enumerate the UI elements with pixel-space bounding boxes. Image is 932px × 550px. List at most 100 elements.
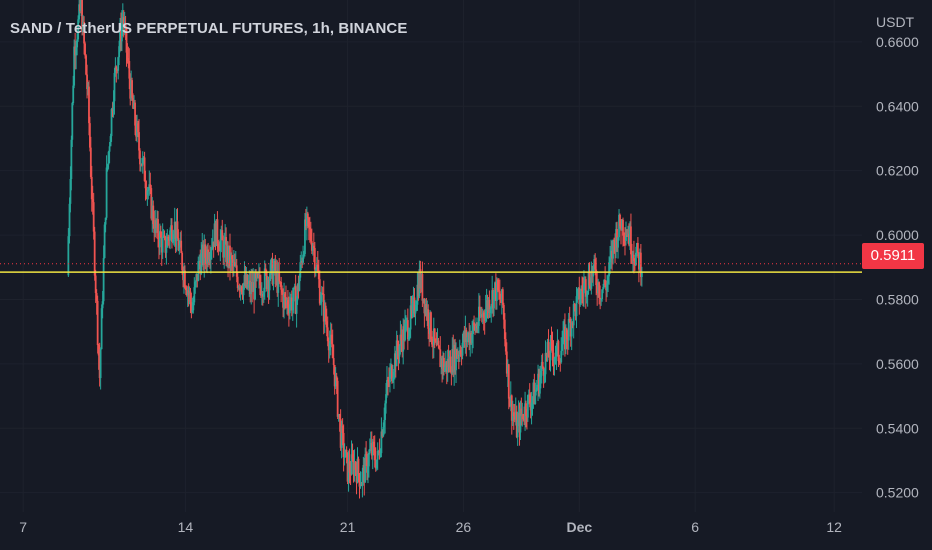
candle (510, 394, 513, 435)
candle (575, 287, 578, 329)
candle (257, 271, 259, 279)
candle-body (630, 226, 632, 255)
candle-body (345, 449, 348, 453)
candle-body (107, 151, 110, 165)
candle (129, 73, 132, 106)
candle (563, 319, 565, 342)
candle-body (183, 270, 185, 281)
candle-body (595, 269, 598, 286)
candle-body (71, 102, 74, 140)
candle (625, 221, 627, 246)
candle-body (482, 312, 485, 318)
candle-body (547, 342, 550, 358)
candle-body (391, 365, 393, 382)
candle (89, 116, 91, 152)
candle-body (184, 270, 186, 288)
candle (506, 359, 509, 387)
candle (590, 261, 593, 295)
candle-body (267, 279, 270, 291)
candle (120, 12, 122, 51)
candle (384, 400, 387, 434)
candle-body (117, 57, 120, 71)
candle-body (299, 262, 302, 278)
candle (225, 227, 228, 267)
candle (392, 365, 394, 384)
candle-body (557, 341, 560, 362)
candle-body (171, 225, 173, 242)
candle-body (494, 282, 496, 291)
candle-body (563, 326, 565, 331)
candle (260, 282, 263, 306)
candle (85, 54, 87, 76)
candle (244, 265, 247, 288)
candle (536, 384, 539, 391)
candle (74, 32, 77, 70)
candle-body (574, 304, 577, 317)
candle-body (526, 395, 529, 418)
candle-body (286, 300, 288, 303)
candle (474, 323, 476, 335)
candle (231, 247, 233, 272)
candle-body (394, 353, 397, 367)
candle-body (206, 249, 209, 264)
candle (613, 237, 615, 254)
candle-body (135, 125, 137, 137)
candle-body (333, 365, 336, 387)
candle-body (149, 184, 152, 189)
candle (83, 16, 85, 55)
candle-body (473, 322, 475, 326)
candle-body (128, 61, 131, 79)
candle (588, 262, 591, 289)
candle-body (233, 262, 236, 267)
candle-body (610, 250, 612, 258)
candle-body (423, 298, 426, 314)
candle (527, 389, 530, 405)
candle (540, 354, 543, 384)
candle-body (254, 273, 256, 300)
candle-body (385, 394, 387, 404)
candle (196, 274, 199, 288)
candle (323, 300, 326, 333)
candle-body (98, 355, 101, 379)
candle (136, 114, 138, 143)
candle-body (321, 293, 324, 295)
y-tick-label: 0.6600 (876, 34, 919, 50)
candle (452, 334, 455, 378)
candle (471, 320, 474, 354)
candle-body (209, 250, 212, 260)
candle-body (533, 382, 536, 405)
candle-body (155, 220, 158, 229)
candle-body (468, 332, 471, 345)
candle-body (634, 261, 636, 266)
candle (67, 228, 70, 277)
candle (98, 342, 101, 387)
candle-body (90, 177, 93, 200)
candle (317, 259, 320, 288)
candle-body (318, 279, 321, 304)
candle-body (123, 25, 126, 28)
candle-body (153, 224, 156, 233)
candle-body (452, 348, 455, 373)
candle (523, 406, 526, 426)
candle (422, 298, 425, 304)
candle-body (476, 325, 478, 329)
candle (529, 392, 532, 419)
candle-body (296, 284, 299, 301)
candle (91, 185, 94, 215)
candle (272, 258, 275, 291)
candle-body (438, 346, 441, 350)
candle-body (251, 281, 254, 292)
candle (284, 292, 286, 310)
candle (550, 326, 553, 351)
candle (370, 431, 373, 460)
candle-body (417, 284, 420, 297)
candle-body (562, 330, 564, 345)
candle-body (99, 349, 102, 379)
candle (380, 417, 383, 458)
candle (332, 344, 335, 375)
candle-body (398, 345, 401, 357)
candle (367, 449, 370, 478)
candle (440, 356, 443, 375)
